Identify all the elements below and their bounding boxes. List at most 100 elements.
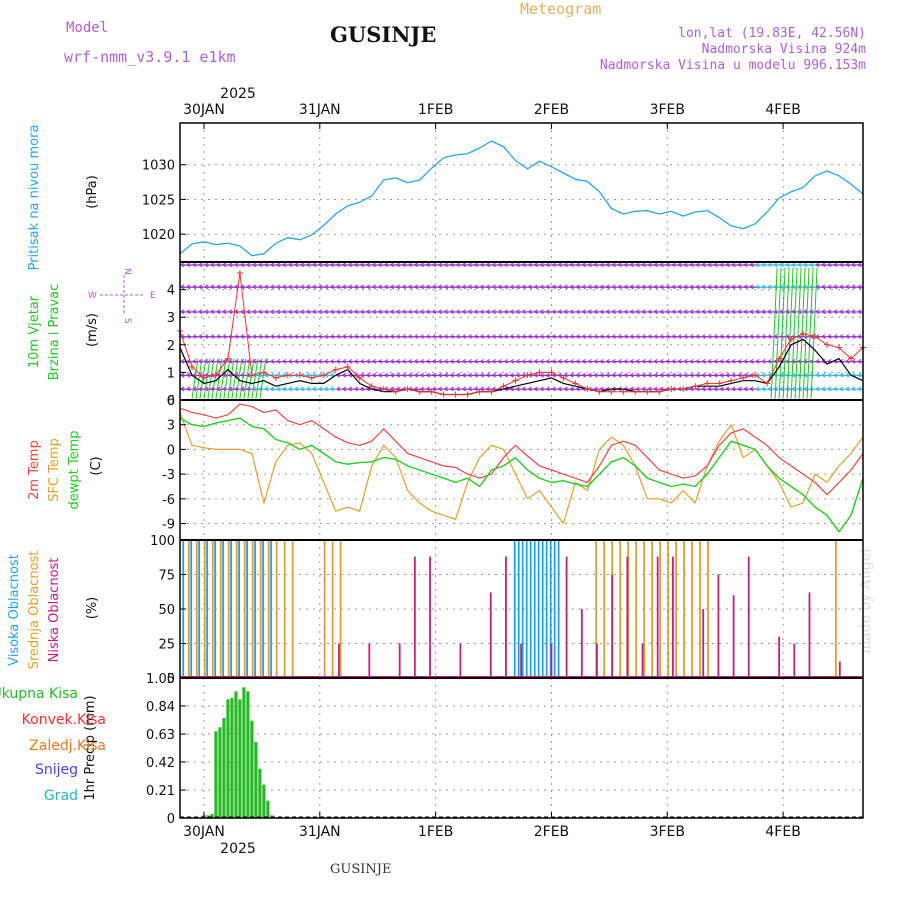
wind-arrowhead [815,372,820,378]
wind-arrowhead [588,262,592,268]
bottom-day-label-1: 31JAN [299,824,341,840]
wind-arrowhead [480,284,484,290]
wind-arrowhead [725,309,730,315]
wind-arrowhead [546,334,550,339]
wind-arrowhead [426,386,430,392]
wind-arrowhead [198,309,203,315]
wind-arrowhead [318,386,323,392]
wind-ytick-label-2: 2 [167,339,175,354]
wind-arrowhead [749,309,754,315]
temp-axis-label-3: dewpt Temp [67,430,82,509]
precip-bar [250,720,254,818]
wind-arrowhead [252,262,257,268]
cloud-high-bar [198,540,201,678]
wind-arrowhead [851,334,856,339]
wind-arrowhead [743,386,748,392]
wind-arrowhead [390,358,394,364]
wind-arrowhead [857,309,862,315]
wind-arrowhead [731,309,736,315]
wind-gust-marker [368,383,375,390]
wind-arrowhead [624,262,628,268]
wind-arrow [857,311,863,313]
wind-arrowhead [504,358,508,364]
footer-station-name: GUSINJE [330,862,392,877]
bottom-day-label-5: 4FEB [765,824,800,840]
wind-arrowhead [270,386,275,392]
wind-arrowhead [654,284,658,290]
wind-arrowhead [186,372,191,378]
precip-ytick-label-5: 1.05 [146,672,175,687]
wind-arrowhead [594,284,598,290]
wind-arrowhead [600,262,604,268]
wind-arrowhead [618,284,622,290]
wind-arrowhead [426,262,430,268]
wind-gust-marker [248,372,255,379]
wind-arrowhead [342,309,347,315]
wind-arrowhead [180,284,185,290]
wind-arrowhead [719,262,724,268]
wind-arrowhead [402,262,406,268]
wind-arrowhead [570,309,574,315]
wind-arrowhead [606,309,610,315]
wind-arrowhead [677,262,682,268]
wind-arrowhead [175,359,178,363]
wind-gust-streak [211,358,219,399]
wind-arrowhead [204,334,209,339]
wind-arrowhead [534,262,538,268]
wind-arrowhead [228,262,233,268]
wind-arrowhead [725,334,730,339]
wind-arrowhead [600,334,604,339]
wind-arrowhead [228,309,233,315]
wind-arrowhead [642,358,646,364]
wind-arrowhead [408,262,412,268]
wind-arrowhead [420,309,424,315]
wind-gust-marker [236,270,243,277]
wind-arrowhead [707,358,712,364]
wind-arrowhead [630,334,634,339]
wind-arrowhead [354,358,359,364]
wind-arrowhead [414,309,418,315]
wind-arrowhead [827,309,832,315]
wind-arrowhead [857,372,862,378]
wind-arrowhead [558,386,562,392]
wind-arrowhead [498,284,502,290]
wind-arrowhead [432,358,436,364]
wind-arrowhead [725,358,730,364]
temp-sfc-line [179,412,864,525]
wind-arrowhead [767,386,772,392]
wind-arrowhead [378,284,382,290]
wind-arrowhead [612,284,616,290]
wind-arrowhead [180,386,185,392]
wind-arrowhead [671,309,676,315]
wind-arrowhead [713,309,718,315]
wind-arrowhead [737,309,742,315]
wind-arrowhead [725,372,730,378]
wind-arrowhead [791,386,796,392]
wind-arrowhead [743,262,748,268]
wind-arrowhead [510,334,514,339]
wind-arrow [857,360,863,363]
precip-bar [222,718,226,818]
wind-arrowhead [815,386,820,392]
wind-arrowhead [624,309,628,315]
wind-arrowhead [713,372,718,378]
cloud-high-bar [533,540,536,678]
wind-gust-streak [782,267,790,399]
wind-arrowhead [258,334,263,339]
wind-ytick-label-3: 3 [167,311,175,326]
wind-arrowhead [270,262,275,268]
wind-arrowhead [288,358,293,364]
wind-arrowhead [689,284,694,290]
wind-arrowhead [713,358,718,364]
wind-arrowhead [833,309,838,315]
wind-arrowhead [396,334,400,339]
wind-arrowhead [534,309,538,315]
wind-arrowhead [210,262,215,268]
wind-arrowhead [192,262,197,268]
wind-arrowhead [192,284,197,290]
wind-arrowhead [642,262,646,268]
wind-arrowhead [546,358,550,364]
wind-arrowhead [378,334,382,339]
wind-gust-marker [584,385,591,392]
wind-arrowhead [210,284,215,290]
